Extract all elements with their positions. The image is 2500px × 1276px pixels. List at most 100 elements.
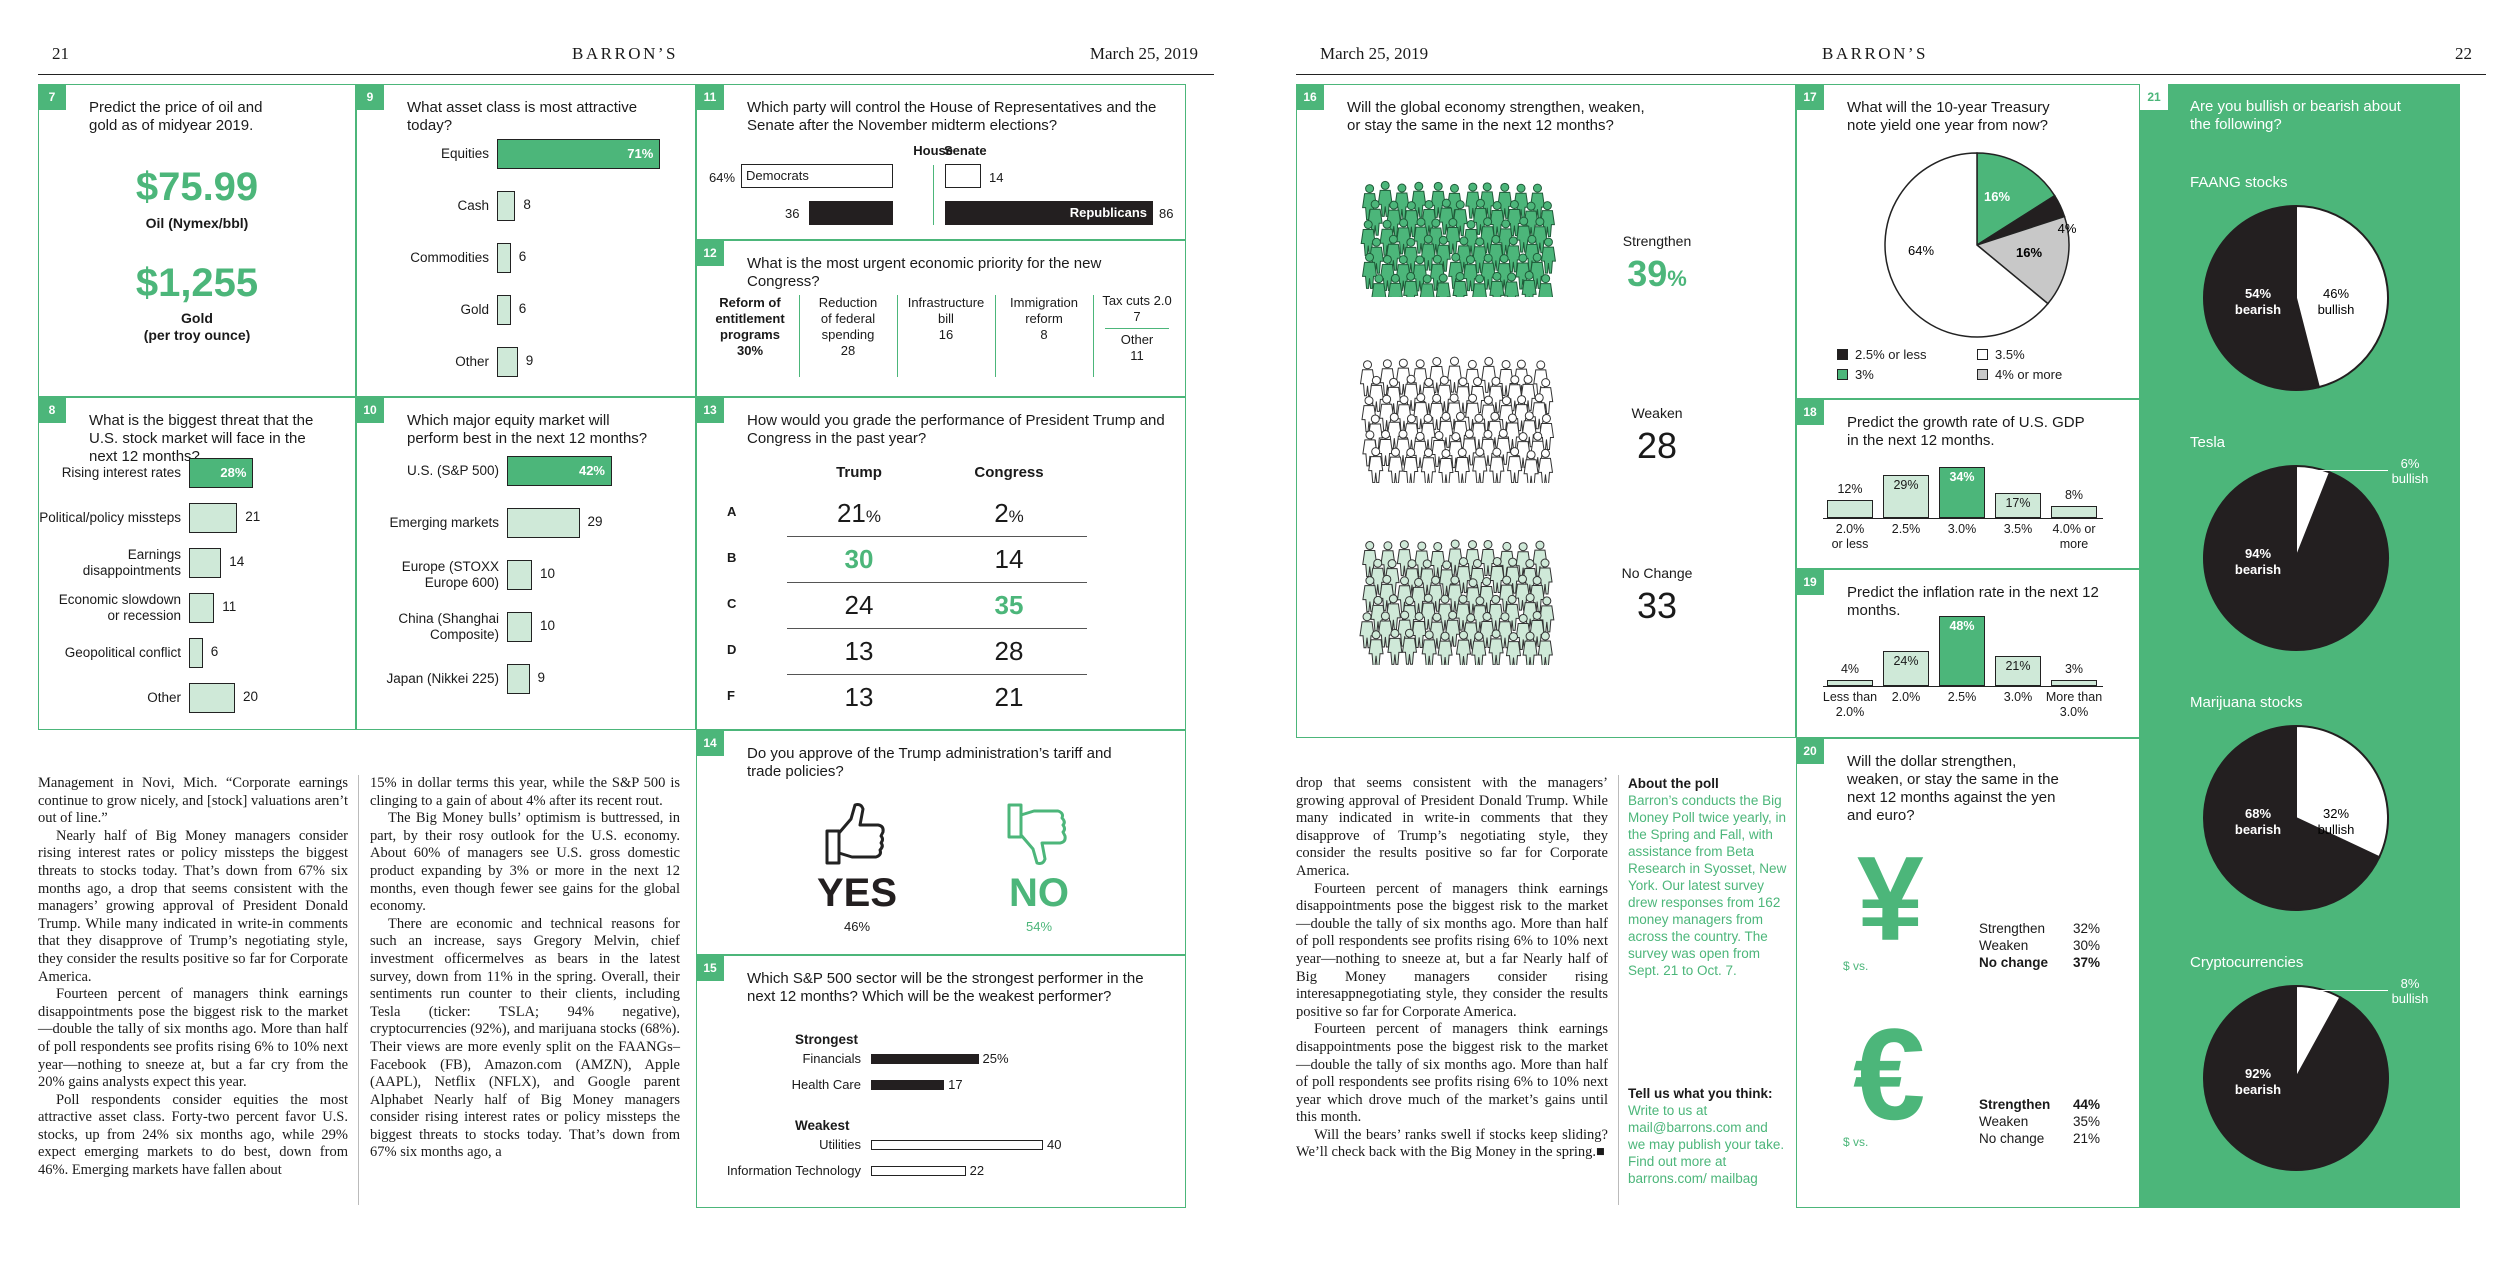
bearish-value: 68% xyxy=(2245,806,2271,821)
result-value: 32% xyxy=(2073,921,2101,936)
bar: 71% xyxy=(497,139,661,169)
article-paragraph: Nearly half of Big Money managers consid… xyxy=(38,827,348,985)
bar-label: Geopolitical conflict xyxy=(39,645,181,661)
bar-label: Less than 2.0% xyxy=(1817,690,1883,720)
bar-label: Emerging markets xyxy=(357,515,499,531)
question-18: 18 Predict the growth rate of U.S. GDP i… xyxy=(1796,399,2140,569)
percent-sign: % xyxy=(1008,507,1024,526)
bar xyxy=(1995,492,2041,518)
sector-label: Information Technology xyxy=(726,1163,861,1178)
bar-label: More than 3.0% xyxy=(2041,690,2107,720)
question-9: 9 What asset class is most attractive to… xyxy=(356,84,696,397)
bar-label: U.S. (S&P 500) xyxy=(357,463,499,479)
bullish-label: bullish xyxy=(2391,471,2429,486)
question-10: 10 Which major equity market will perfor… xyxy=(356,397,696,730)
bar: 42% xyxy=(507,456,612,486)
bearish-label: bearish xyxy=(2235,562,2281,577)
legend-label: 3% xyxy=(1855,367,1874,382)
value: 30 xyxy=(844,544,874,574)
question-number: 9 xyxy=(356,84,384,110)
bar-value: 11 xyxy=(222,599,237,614)
grade-letter: B xyxy=(727,550,737,565)
oil-label: Oil (Nymex/bbl) xyxy=(145,215,249,231)
left-page: 21 BARRON’S March 25, 2019 7 Predict the… xyxy=(38,44,1214,1208)
bar-value: 24% xyxy=(1893,654,1919,669)
trump-value: 13 xyxy=(809,636,909,667)
question-number: 8 xyxy=(38,397,66,423)
bar-label-line: Composite) xyxy=(429,627,499,642)
priority-item: Tax cuts 2.0 7 Other 11 xyxy=(1102,293,1172,363)
priority-text: Infrastructure xyxy=(907,295,985,310)
weaken-crowd-icon xyxy=(1359,356,1555,483)
article-paragraph: Poll respondents consider equities the m… xyxy=(38,1091,348,1179)
priority-value: 28 xyxy=(840,343,856,358)
grade-letter: C xyxy=(727,596,737,611)
result-label: Strengthen xyxy=(1979,1097,2051,1112)
bar-value: 21 xyxy=(245,509,261,524)
bullish-callout: 8% bullish xyxy=(2380,976,2440,1006)
bar xyxy=(2051,680,2097,686)
question-number: 7 xyxy=(38,84,66,110)
bar-label-line: Earnings xyxy=(127,547,181,562)
baseline xyxy=(1823,518,2103,519)
bar-label-line: Commodities xyxy=(410,250,489,265)
result-label: Weaken xyxy=(1979,1114,2029,1129)
question-text: Predict the growth rate of U.S. GDP in t… xyxy=(1847,414,2085,449)
question-number: 12 xyxy=(696,240,724,266)
article-paragraph: Will the bears’ ranks swell if stocks ke… xyxy=(1296,1126,1608,1161)
result-label: Weaken xyxy=(1979,938,2029,953)
bar xyxy=(507,508,580,538)
question-text: What is the biggest threat that the U.S.… xyxy=(89,412,314,465)
bar-label-line: China (Shanghai xyxy=(398,611,499,626)
bar-label: 4.0% or more xyxy=(2041,522,2107,552)
page-number: 21 xyxy=(52,44,69,63)
bar-value: 8 xyxy=(523,197,531,212)
thumbs-up-icon xyxy=(825,803,885,865)
question-12: 12 What is the most urgent economic prio… xyxy=(696,240,1186,397)
person-icon xyxy=(1522,593,1538,630)
bearish-label: bearish xyxy=(2235,1082,2281,1097)
priority-text: spending xyxy=(821,327,875,342)
person-icon xyxy=(1539,596,1555,633)
legend-label: 2.5% or less xyxy=(1855,347,1927,362)
bar-label: 2.5% xyxy=(1929,690,1995,705)
bar-label: Earnings disappointments xyxy=(39,547,181,579)
person-icon xyxy=(1371,274,1387,297)
euro-icon: € xyxy=(1853,1001,1926,1147)
bar-label: Equities xyxy=(357,146,489,162)
bar-value: 3% xyxy=(2064,662,2084,676)
legend-label: 3.5% xyxy=(1995,347,2025,362)
congress-value: 28 xyxy=(959,636,1059,667)
sector-label: Health Care xyxy=(791,1077,861,1092)
yen-vs-label: $ vs. xyxy=(1843,959,1869,973)
person-icon xyxy=(1361,252,1378,289)
bar-label-line: Europe 600) xyxy=(424,575,499,590)
bearish-value: 94% xyxy=(2245,546,2271,561)
legend-swatch xyxy=(1837,349,1848,360)
bar-value: 71% xyxy=(627,146,654,161)
question-text: Do you approve of the Trump administrati… xyxy=(747,745,1112,780)
no-change-value: 33 xyxy=(1636,585,1678,626)
pie-slice xyxy=(1975,215,2070,305)
question-13: 13 How would you grade the performance o… xyxy=(696,397,1186,730)
question-text: What asset class is most attractive toda… xyxy=(407,99,638,134)
weakest-heading: Weakest xyxy=(795,1118,850,1133)
senate-rep-value: 86 xyxy=(1159,206,1174,221)
bar-label: Political/policy missteps xyxy=(39,510,181,526)
congress-value: 14 xyxy=(959,544,1059,575)
article-paragraph: Fourteen percent of managers think earni… xyxy=(38,986,348,1091)
bar-label-line: Cash xyxy=(457,198,489,213)
bar-label-line: or less xyxy=(1831,537,1869,551)
person-icon xyxy=(1452,272,1468,297)
bar-label-line: 2.5% xyxy=(1891,522,1921,536)
bar xyxy=(497,347,518,377)
result-value: 30% xyxy=(2073,938,2101,953)
column-rule xyxy=(1618,775,1619,1205)
value: 13 xyxy=(844,636,874,666)
weaken-value: 28 xyxy=(1636,425,1678,466)
question-8: 8 What is the biggest threat that the U.… xyxy=(38,397,356,730)
pie-label: 64% xyxy=(1908,243,1934,258)
bar-label-line: 2.5% xyxy=(1947,690,1977,704)
result-value: 44% xyxy=(2073,1097,2101,1112)
bar-label-line: Gold xyxy=(460,302,489,317)
